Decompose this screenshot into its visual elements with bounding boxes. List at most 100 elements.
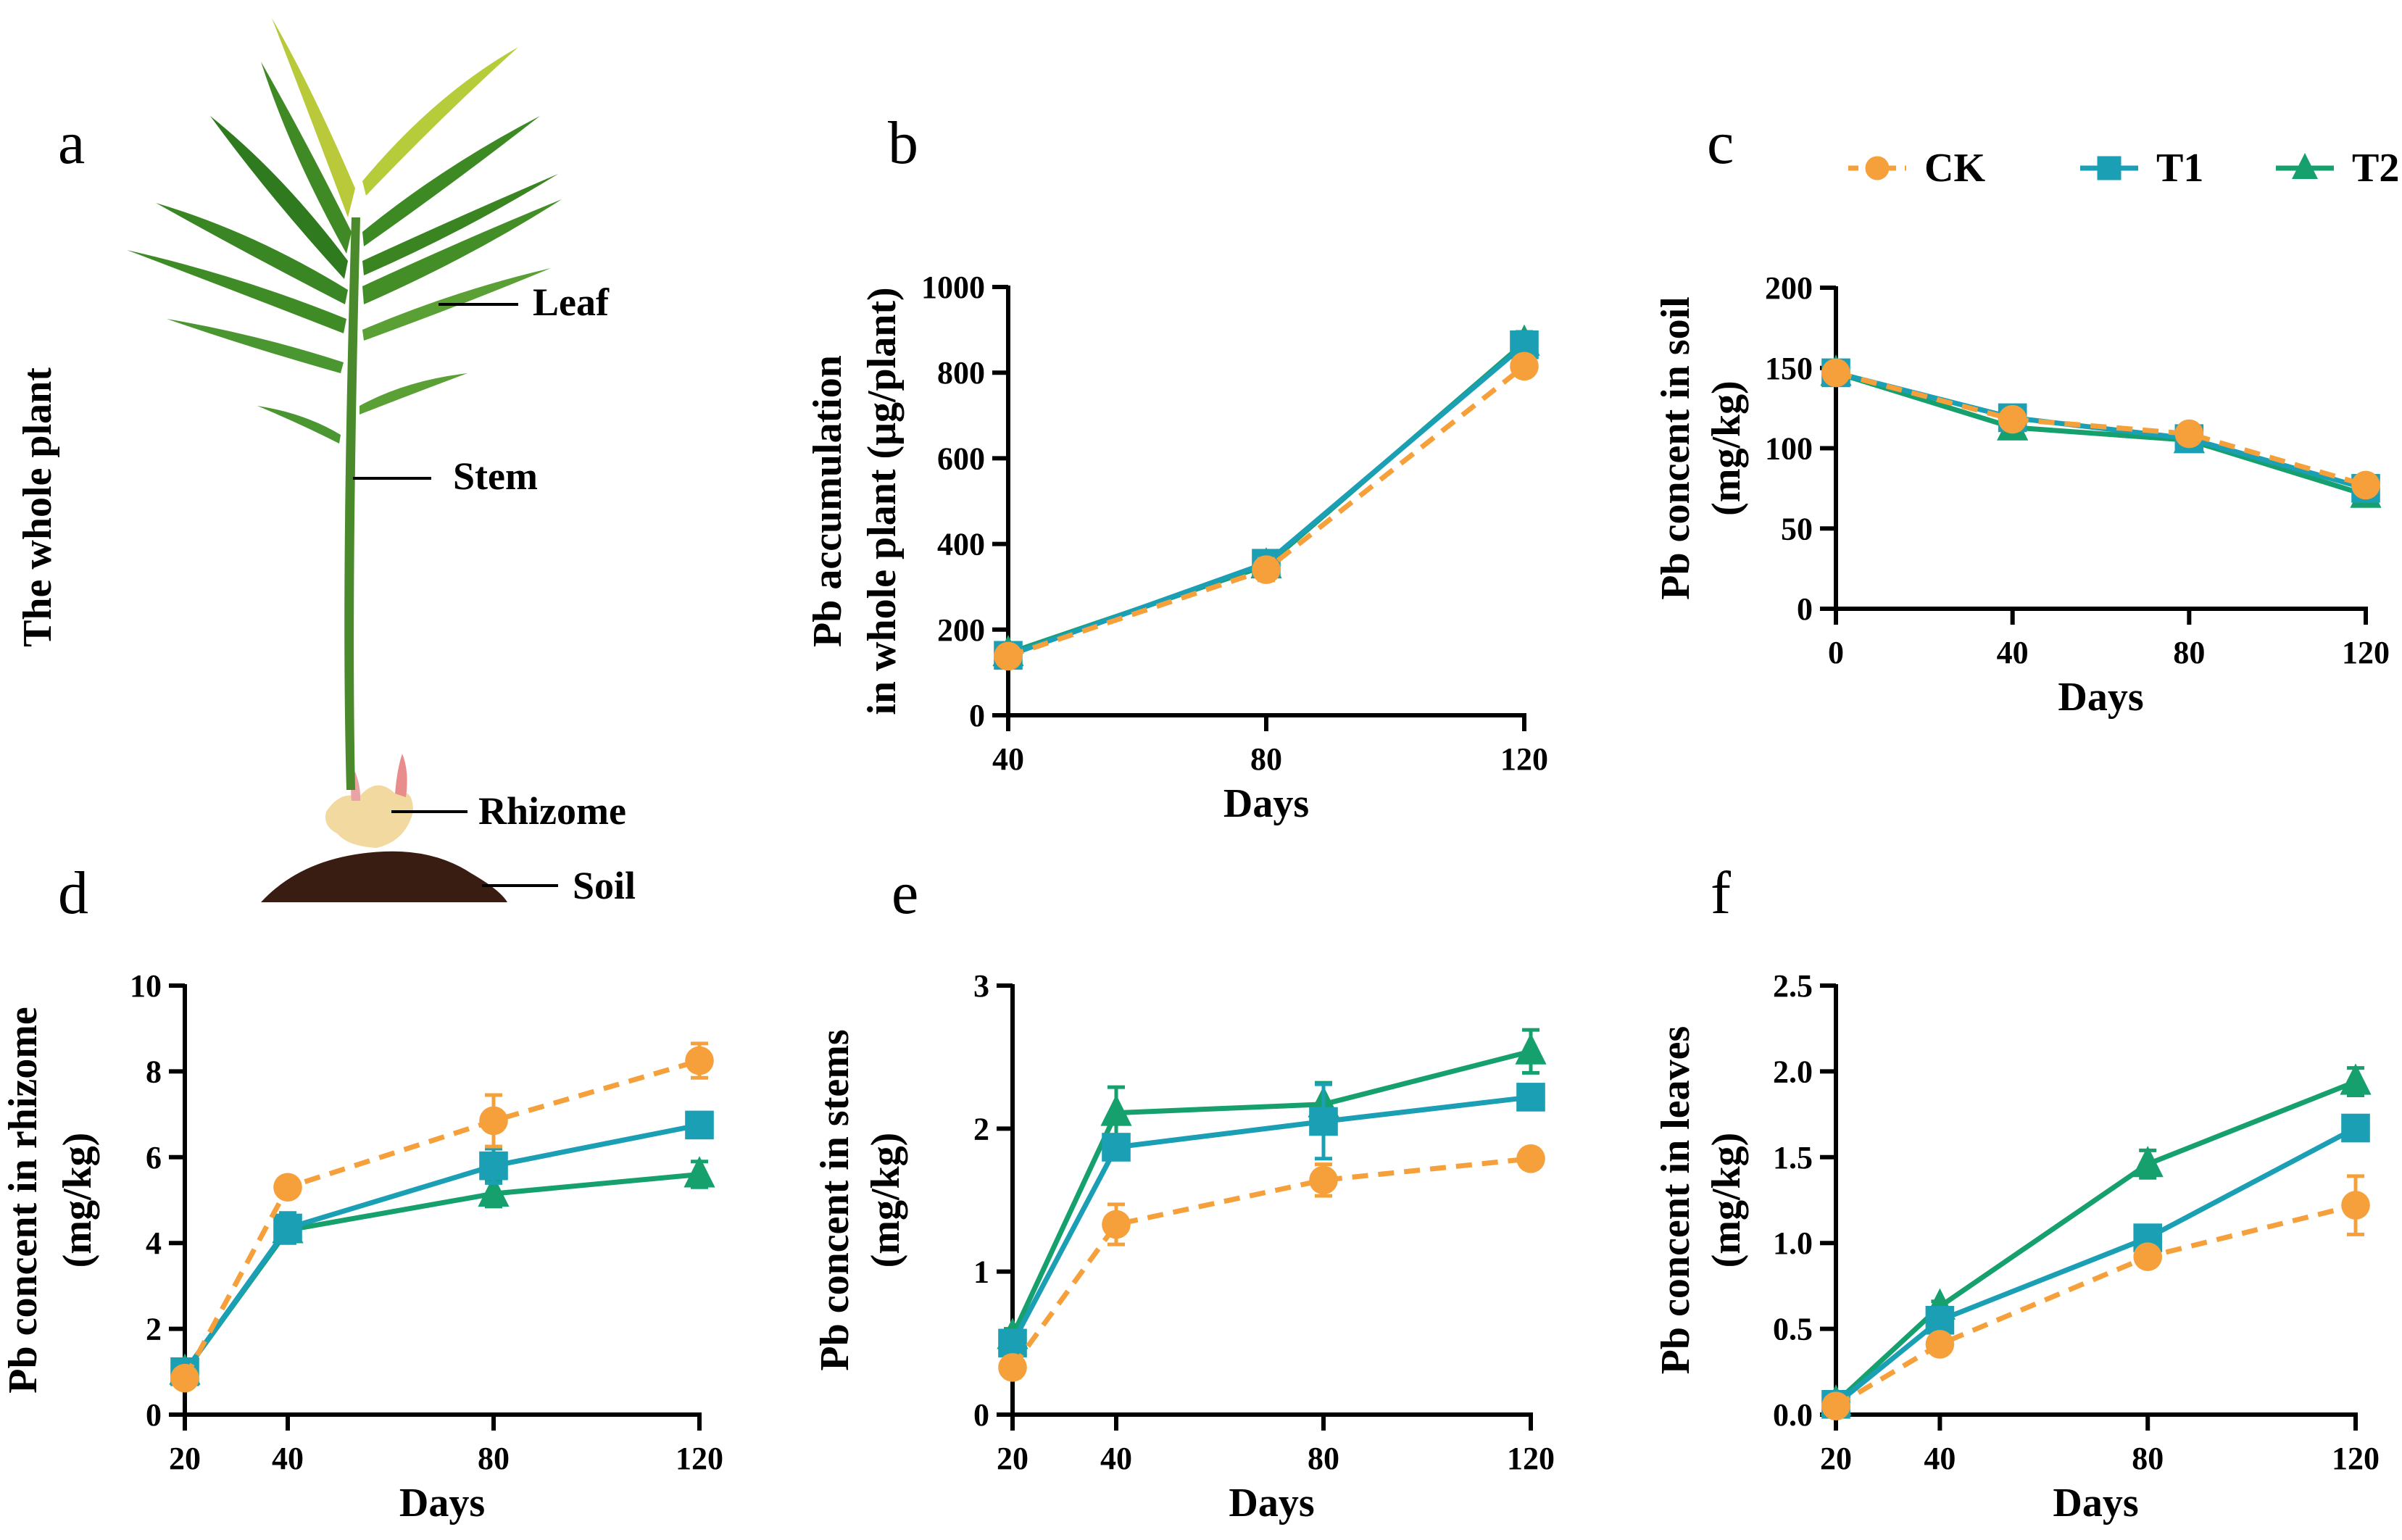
panel-a: a The whole plant [15, 18, 636, 907]
series-ck [1821, 1174, 2370, 1420]
x-tick-label: 80 [478, 1441, 510, 1476]
legend-marker-square-icon [2097, 156, 2122, 180]
leaf [261, 62, 352, 254]
leaf [360, 373, 467, 415]
y-tick-label: 8 [146, 1054, 162, 1089]
panel-a-side-title: The whole plant [15, 367, 60, 647]
legend-marker-triangle-icon [2292, 153, 2318, 179]
series-line-t2 [1834, 370, 2367, 498]
y-tick-label: 2 [973, 1111, 989, 1146]
x-tick-label: 120 [676, 1441, 723, 1476]
data-point-t2 [1100, 1094, 1132, 1126]
series-t1 [998, 1082, 1545, 1358]
y-tick-label: 6 [146, 1140, 162, 1175]
panel-letter-c: c [1707, 109, 1734, 177]
x-tick-label: 40 [1924, 1441, 1956, 1476]
x-axis-title: Days [2053, 1481, 2138, 1526]
panel-letter-d: d [58, 860, 88, 927]
panel-letter-f: f [1711, 860, 1731, 927]
chart-panel-e: 0 1 2 3 20 40 80 120 Days Pb concent in stems (mg/… [813, 968, 1555, 1526]
x-tick-label: 20 [997, 1441, 1028, 1476]
leaf [257, 406, 341, 444]
chart-panel-b: 0 200 400 600 800 1000 40 80 120 Days Pb accumulat… [805, 270, 1548, 826]
series-line-t2 [1834, 1079, 2357, 1404]
data-point-t1 [1925, 1305, 1955, 1335]
panel-letter-e: e [892, 860, 918, 927]
legend-item-t2: T2 [2276, 146, 2399, 191]
data-point-ck [994, 641, 1023, 671]
y-tick-label: 10 [130, 968, 162, 1004]
x-tick-label: 120 [2332, 1441, 2380, 1476]
series-t2 [992, 324, 1540, 667]
y-tick-label: 0 [1797, 591, 1813, 627]
data-point-ck [170, 1363, 199, 1393]
legend-item-t1: T1 [2080, 146, 2203, 191]
x-axis-title: Days [2058, 675, 2143, 720]
data-point-ck [1252, 555, 1281, 584]
x-tick-label: 40 [992, 741, 1024, 777]
series-line-t1 [1834, 1125, 2357, 1407]
series-t1 [994, 330, 1539, 670]
leaf [362, 174, 558, 275]
leaf-label: Leaf [533, 280, 610, 324]
data-point-ck [273, 1173, 302, 1202]
data-point-t2 [2132, 1146, 2164, 1178]
data-point-ck [1102, 1210, 1131, 1239]
legend: CK T1 T2 [1848, 146, 2399, 191]
series-line-t1 [183, 1122, 700, 1373]
data-point-ck [1309, 1165, 1338, 1195]
x-tick-label: 0 [1828, 635, 1844, 670]
data-point-ck [998, 1353, 1027, 1382]
soil-mound [261, 851, 507, 902]
series-line-ck [1834, 1202, 2356, 1409]
x-axis-title: Days [1223, 781, 1309, 826]
series-line-t1 [1007, 343, 1526, 658]
series-t2 [1820, 1063, 2372, 1416]
leaf [167, 319, 344, 373]
data-point-t1 [479, 1151, 508, 1181]
data-point-ck [1821, 358, 1850, 388]
series-ck [170, 1041, 714, 1393]
legend-label: T2 [2352, 146, 2399, 191]
data-point-ck [2341, 1191, 2370, 1220]
y-tick-label: 1000 [921, 270, 985, 305]
y-tick-label: 150 [1765, 351, 1813, 386]
data-point-ck [1998, 404, 2027, 434]
x-tick-label: 40 [272, 1441, 304, 1476]
data-point-ck [685, 1046, 714, 1075]
series-t2 [169, 1156, 715, 1385]
stem-label: Stem [453, 454, 538, 498]
rhizome-bud [395, 754, 407, 797]
data-point-t1 [1309, 1107, 1338, 1136]
y-tick-label: 200 [1765, 270, 1813, 306]
data-point-t1 [998, 1328, 1027, 1358]
legend-label: T1 [2156, 146, 2203, 191]
y-tick-label: 100 [1765, 431, 1813, 467]
data-point-t2 [2340, 1063, 2372, 1095]
data-point-ck [2351, 470, 2380, 500]
y-tick-label: 2.0 [1773, 1054, 1813, 1089]
y-tick-label: 0.0 [1773, 1397, 1813, 1433]
chart-panel-d: 0 2 4 6 8 10 20 40 80 120 Days Pb concent in rhizom… [1, 968, 723, 1526]
x-tick-label: 80 [1308, 1441, 1339, 1476]
series-ck [998, 1144, 1545, 1382]
legend-marker-circle-icon [1865, 156, 1890, 180]
data-point-t2 [478, 1175, 510, 1207]
leaf [210, 116, 348, 279]
y-axis-title: Pb concent in soil [1653, 296, 1698, 599]
x-axis-title: Days [399, 1481, 485, 1526]
y-tick-label: 0 [146, 1397, 162, 1433]
series-t1 [1821, 1113, 2370, 1419]
series-t1 [1821, 358, 2380, 503]
y-tick-label: 50 [1781, 511, 1813, 546]
x-tick-label: 20 [169, 1441, 201, 1476]
y-tick-label: 1 [973, 1254, 989, 1290]
series-line-t2 [183, 1171, 700, 1373]
series-ck [994, 351, 1539, 671]
y-tick-label: 3 [973, 968, 989, 1004]
data-point-t1 [1102, 1133, 1131, 1162]
y-axis-title: Pb concent in stems [813, 1029, 857, 1370]
x-tick-label: 40 [1100, 1441, 1132, 1476]
y-tick-label: 4 [146, 1225, 162, 1261]
data-point-t1 [685, 1110, 714, 1140]
